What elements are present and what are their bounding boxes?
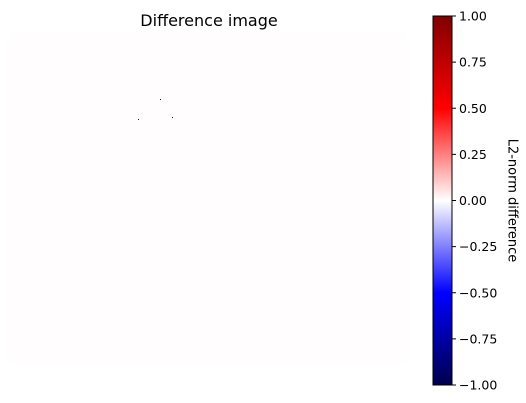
- colorbar: 1.00 0.75 0.50 0.25 0.00 −0.25 −0.50 −0.75 −1.00: [432, 9, 497, 393]
- colorbar-tick-label: −0.50: [459, 285, 497, 300]
- colorbar-gradient: [432, 15, 453, 386]
- colorbar-tick-label: 0.25: [459, 147, 487, 162]
- colorbar-tick-label: 0.00: [459, 193, 487, 208]
- colorbar-label: L2-norm difference: [505, 139, 520, 263]
- colorbar-tick-label: −0.75: [459, 331, 497, 346]
- image-speckle: [138, 119, 139, 120]
- image-background: [10, 33, 406, 363]
- colorbar-tick-label: −0.25: [459, 239, 497, 254]
- image-speckle: [160, 99, 161, 100]
- colorbar-tick-label: −1.00: [459, 378, 497, 393]
- image-speckle: [172, 117, 173, 118]
- colorbar-tick-label: 0.50: [459, 101, 487, 116]
- colorbar-tick-label: 1.00: [459, 9, 487, 24]
- chart-title: Difference image: [140, 11, 277, 30]
- colorbar-tick-label: 0.75: [459, 55, 487, 70]
- difference-image: [10, 33, 406, 363]
